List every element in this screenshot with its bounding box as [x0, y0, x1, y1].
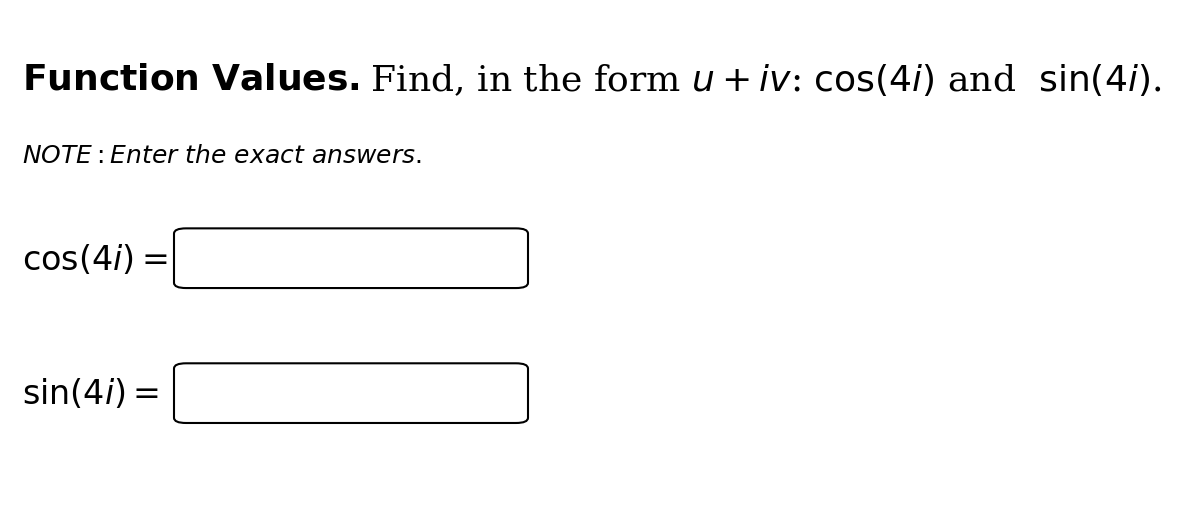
Text: $\sin(4i) =$: $\sin(4i) =$: [22, 377, 158, 412]
Text: Find, in the form $u + iv$: $\cos(4i)$ and  $\sin(4i)$.: Find, in the form $u + iv$: $\cos(4i)$ a…: [360, 62, 1162, 98]
Text: $\mathbf{Function\ Values.}$: $\mathbf{Function\ Values.}$: [22, 62, 360, 97]
FancyBboxPatch shape: [174, 228, 528, 288]
Text: $\cos(4i) =$: $\cos(4i) =$: [22, 242, 167, 277]
Text: $\mathit{NOTE: Enter\ the\ exact\ answers.}$: $\mathit{NOTE: Enter\ the\ exact\ answer…: [22, 145, 421, 168]
FancyBboxPatch shape: [174, 363, 528, 423]
